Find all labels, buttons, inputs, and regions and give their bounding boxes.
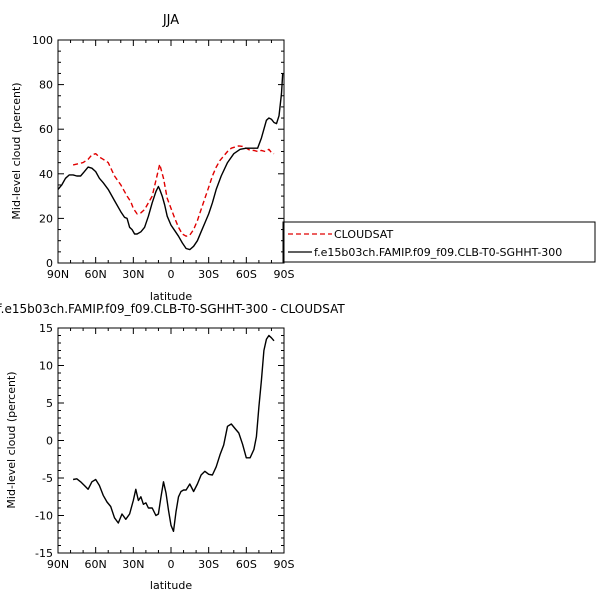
top-series-line-1 xyxy=(57,73,284,251)
bottom-y-tick-label: 15 xyxy=(39,322,53,335)
top-x-tick-label: 0 xyxy=(168,268,175,281)
top-y-tick-label: 0 xyxy=(46,257,53,270)
legend: CLOUDSAT f.e15b03ch.FAMIP.f09_f09.CLB-T0… xyxy=(282,221,596,263)
legend-box xyxy=(282,221,596,263)
bottom-plot-frame xyxy=(57,327,285,554)
bottom-y-tick-label: -15 xyxy=(35,547,53,560)
top-y-tick-label: 20 xyxy=(39,212,53,225)
bottom-y-tick-label: -5 xyxy=(42,472,53,485)
bottom-panel: f.e15b03ch.FAMIP.f09_f09.CLB-T0-SGHHT-30… xyxy=(0,302,345,592)
top-chart-title: JJA xyxy=(162,13,179,28)
top-axis-ticks: 90N 60N 30N 0 30S 60S 90S 0 20 40 60 80 100 xyxy=(32,34,295,281)
top-y-tick-label: 40 xyxy=(39,168,53,181)
top-y-axis-label: Mid-level cloud (percent) xyxy=(10,82,23,219)
top-y-tick-label: 100 xyxy=(32,34,53,47)
bottom-chart-title: f.e15b03ch.FAMIP.f09_f09.CLB-T0-SGHHT-30… xyxy=(0,302,345,316)
bottom-y-tick-label: 5 xyxy=(46,397,53,410)
top-x-tick-label: 60N xyxy=(85,268,107,281)
bottom-series-line-0 xyxy=(72,334,275,532)
bottom-series-lines xyxy=(72,334,275,532)
bottom-x-tick-label: 30N xyxy=(122,558,144,571)
top-y-tick-label: 80 xyxy=(39,79,53,92)
legend-label-cloudsat: CLOUDSAT xyxy=(334,228,393,241)
bottom-y-axis-label: Mid-level cloud (percent) xyxy=(5,371,18,508)
top-series-lines xyxy=(57,73,284,251)
top-y-tick-label: 60 xyxy=(39,123,53,136)
top-x-tick-label: 30N xyxy=(122,268,144,281)
bottom-x-tick-label: 0 xyxy=(168,558,175,571)
bottom-y-tick-label: -10 xyxy=(35,510,53,523)
bottom-y-tick-label: 0 xyxy=(46,435,53,448)
top-series-line-0 xyxy=(72,145,275,237)
top-x-tick-label: 90S xyxy=(274,268,295,281)
legend-label-model: f.e15b03ch.FAMIP.f09_f09.CLB-T0-SGHHT-30… xyxy=(314,246,562,259)
bottom-x-tick-label: 30S xyxy=(198,558,219,571)
top-x-tick-label: 90N xyxy=(47,268,69,281)
bottom-x-axis-label: latitude xyxy=(150,579,192,592)
top-x-tick-label: 30S xyxy=(198,268,219,281)
top-plot-frame xyxy=(57,39,285,264)
bottom-y-tick-label: 10 xyxy=(39,360,53,373)
top-x-axis-label: latitude xyxy=(150,290,192,303)
bottom-axis-ticks: 90N 60N 30N 0 30S 60S 90S -15 -10 -5 0 5 10 15 xyxy=(35,322,294,571)
top-panel: JJA Mid-level cloud (percent) latitude 9… xyxy=(10,13,295,303)
top-x-tick-label: 60S xyxy=(236,268,257,281)
bottom-x-tick-label: 90N xyxy=(47,558,69,571)
bottom-x-tick-label: 90S xyxy=(274,558,295,571)
bottom-x-tick-label: 60N xyxy=(85,558,107,571)
bottom-x-tick-label: 60S xyxy=(236,558,257,571)
